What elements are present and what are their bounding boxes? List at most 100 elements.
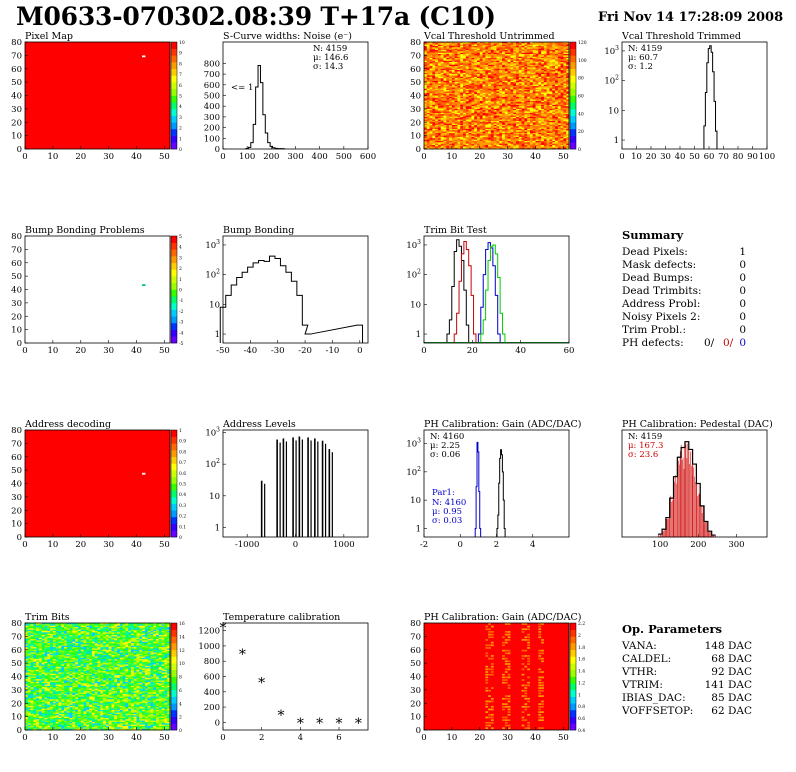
heatmap-cell	[541, 94, 545, 96]
heatmap-cell	[560, 46, 564, 48]
heatmap-cell	[463, 144, 467, 147]
heatmap-cell	[426, 52, 430, 55]
heatmap-cell	[449, 80, 453, 83]
x-tick-label: 1000	[333, 540, 355, 550]
heatmap-cell	[549, 52, 553, 55]
heatmap-cell	[457, 108, 461, 111]
heatmap-cell	[490, 56, 495, 59]
heatmap-cell	[435, 87, 439, 90]
heatmap-cell	[460, 98, 464, 100]
heatmap-cell	[527, 56, 531, 59]
heatmap-cell	[518, 104, 522, 107]
heatmap-cell	[25, 647, 29, 649]
heatmap-cell	[443, 43, 447, 45]
heatmap-cell	[543, 135, 547, 138]
colorbar-tick: 4	[179, 245, 182, 251]
heatmap-cell	[524, 115, 528, 118]
heatmap-cell	[468, 102, 472, 104]
heatmap-cell	[424, 79, 428, 82]
heatmap-cell	[557, 126, 561, 128]
heatmap-cell	[437, 62, 442, 64]
heatmap-cell	[437, 86, 442, 88]
colorbar-segment	[171, 476, 177, 484]
heatmap-cell	[451, 118, 455, 120]
heatmap-cell	[563, 96, 567, 99]
heatmap-cell	[563, 134, 567, 136]
heatmap-cell	[457, 122, 461, 124]
heatmap-cell	[513, 51, 517, 53]
heatmap-cell	[476, 63, 481, 66]
heatmap-cell	[449, 56, 453, 59]
heatmap-cell	[429, 56, 433, 59]
heatmap-cell	[560, 112, 564, 115]
heatmap-cell	[516, 122, 520, 124]
heatmap-cell	[482, 59, 486, 62]
heatmap-cell	[560, 143, 564, 146]
heatmap-cell	[518, 128, 522, 131]
heatmap-cell	[529, 104, 534, 107]
chart-title: Vcal Threshold Trimmed	[621, 31, 741, 42]
heatmap-cell	[485, 60, 489, 63]
heatmap-cell	[488, 60, 492, 63]
heatmap-cell	[468, 46, 472, 48]
x-tick-label: 60	[564, 346, 575, 356]
colorbar-segment	[171, 443, 177, 451]
heatmap-cell	[435, 66, 439, 68]
heatmap-cell	[566, 136, 570, 139]
heatmap-cell	[465, 111, 469, 114]
heatmap-cell	[465, 83, 469, 86]
heatmap-cell	[518, 122, 522, 124]
heatmap-cell	[546, 68, 550, 71]
colorbar-segment	[171, 62, 177, 70]
heatmap-cell	[457, 51, 461, 53]
heatmap-cell	[541, 103, 545, 106]
heatmap-cell	[513, 58, 517, 60]
heatmap-cell	[468, 110, 472, 112]
heatmap-cell	[25, 685, 29, 688]
y-tick-label: 30	[11, 299, 22, 309]
heatmap-cell	[529, 71, 534, 74]
heatmap-cell	[443, 44, 447, 47]
heatmap-cell	[485, 43, 489, 45]
heatmap-cell	[463, 56, 467, 59]
heatmap-cell	[524, 71, 528, 74]
heatmap-cell	[543, 87, 547, 90]
heatmap-cell	[33, 643, 37, 645]
heatmap-cell	[529, 52, 534, 55]
heatmap-cell	[557, 122, 561, 124]
heatmap-cell	[521, 59, 525, 62]
heatmap-cell	[27, 700, 31, 703]
heatmap-cell	[549, 83, 553, 86]
heatmap-cell	[493, 107, 497, 110]
heatmap-cell	[504, 135, 508, 138]
heatmap-cell	[432, 58, 436, 60]
heatmap-cell	[499, 74, 503, 76]
heatmap-cell	[451, 94, 455, 96]
heatmap-cell	[474, 59, 478, 62]
heatmap-cell	[560, 128, 564, 131]
heatmap-cell	[552, 74, 556, 76]
heatmap-cell	[25, 652, 29, 655]
heatmap-cell	[471, 99, 475, 102]
heatmap-cell	[25, 693, 29, 696]
y-tick-label: 10	[11, 326, 22, 336]
heatmap-cell	[502, 62, 506, 64]
heatmap-cell	[465, 124, 469, 127]
heatmap-cell	[440, 119, 444, 122]
heatmap-cell	[541, 55, 545, 58]
heatmap-cell	[513, 91, 517, 94]
heatmap-cell	[513, 130, 517, 132]
heatmap-cell	[476, 135, 481, 138]
heatmap-cell	[454, 88, 458, 91]
heatmap-cell	[424, 143, 428, 146]
heatmap-cell	[510, 87, 514, 90]
heatmap-cell	[516, 55, 520, 58]
heatmap-cell	[546, 91, 550, 94]
heatmap-cell	[504, 122, 508, 124]
heatmap-cell	[454, 122, 458, 124]
heatmap-cell	[496, 143, 500, 146]
heatmap-cell	[457, 96, 461, 99]
heatmap-cell	[524, 52, 528, 55]
heatmap-cell	[566, 144, 570, 147]
heatmap-cell	[463, 78, 467, 80]
